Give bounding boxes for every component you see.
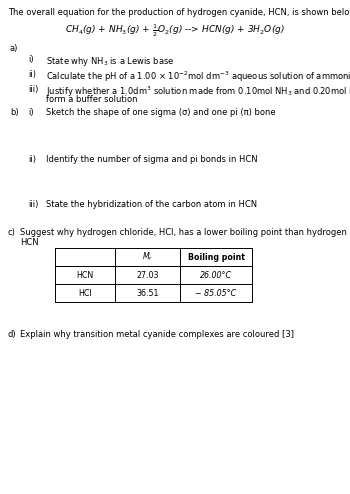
Text: iii): iii) [28,85,38,94]
Text: Suggest why hydrogen chloride, HCl, has a lower boiling point than hydrogen cyan: Suggest why hydrogen chloride, HCl, has … [20,228,350,237]
Text: i): i) [28,55,34,64]
Text: ii): ii) [28,155,36,164]
Text: 36.51: 36.51 [136,288,159,297]
Text: HCN: HCN [20,238,38,247]
Text: Identify the number of sigma and pi bonds in HCN: Identify the number of sigma and pi bond… [46,155,258,164]
Text: a): a) [10,44,18,53]
Text: State why NH$_3$ is a Lewis base: State why NH$_3$ is a Lewis base [46,55,174,68]
Text: Calculate the pH of a 1.00 × 10$^{-2}$mol dm$^{-3}$ aqueous solution of ammonia: Calculate the pH of a 1.00 × 10$^{-2}$mo… [46,70,350,84]
Text: − 85.05°C: − 85.05°C [195,288,237,297]
Text: d): d) [8,330,17,339]
Text: iii): iii) [28,200,38,209]
Text: M$_r$: M$_r$ [142,251,153,263]
Text: form a buffer solution: form a buffer solution [46,95,138,104]
Text: HCN: HCN [76,271,94,280]
Text: Boiling point: Boiling point [188,252,245,261]
Text: CH$_4$(g) + NH$_3$(g) + $\frac{1}{2}$O$_2$(g) --> HCN(g) + 3H$_2$O(g): CH$_4$(g) + NH$_3$(g) + $\frac{1}{2}$O$_… [65,22,285,39]
Text: Justify whether a 1.0dm$^3$ solution made from 0.10mol NH$_3$ and 0.20mol HCl wi: Justify whether a 1.0dm$^3$ solution mad… [46,85,350,99]
Text: 26.00°C: 26.00°C [200,271,232,280]
Text: ii): ii) [28,70,36,79]
Text: The overall equation for the production of hydrogen cyanide, HCN, is shown below: The overall equation for the production … [8,8,350,17]
Text: Sketch the shape of one sigma (σ) and one pi (π) bone: Sketch the shape of one sigma (σ) and on… [46,108,276,117]
Text: c): c) [8,228,16,237]
Text: Explain why transition metal cyanide complexes are coloured [3]: Explain why transition metal cyanide com… [20,330,294,339]
Text: 27.03: 27.03 [136,271,159,280]
Text: b): b) [10,108,19,117]
Text: i): i) [28,108,34,117]
Text: HCl: HCl [78,288,92,297]
Text: State the hybridization of the carbon atom in HCN: State the hybridization of the carbon at… [46,200,257,209]
